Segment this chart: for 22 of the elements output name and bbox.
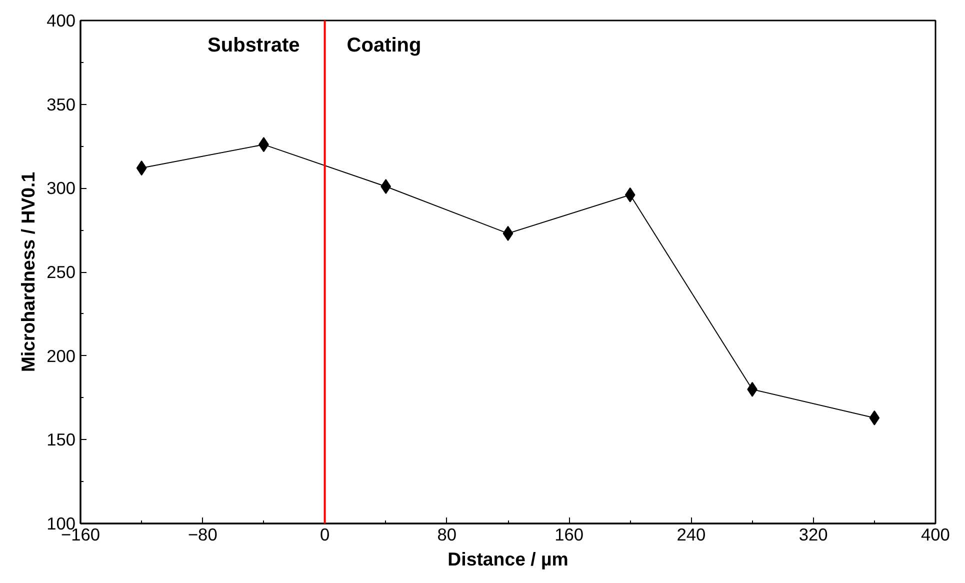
- y-tick-label: 350: [46, 94, 76, 114]
- y-tick-label: 200: [46, 346, 76, 366]
- point: [869, 410, 880, 426]
- point: [136, 160, 147, 176]
- annotation: Coating: [346, 34, 422, 56]
- point: [380, 178, 392, 194]
- x-tick-label: 320: [798, 524, 828, 544]
- point: [624, 187, 636, 202]
- y-tick-label: 400: [46, 10, 76, 30]
- x-tick-label: 240: [676, 524, 706, 544]
- y-tick-label: 300: [46, 178, 76, 198]
- x-tick-label: 400: [921, 524, 950, 544]
- x-tick-label: 0: [320, 524, 330, 544]
- x-axis-title: Distance / µm: [448, 548, 568, 570]
- x-tick-label: 80: [437, 524, 457, 544]
- annotation: Substrate: [208, 34, 300, 56]
- y-tick-label: 150: [46, 430, 76, 450]
- y-tick-label: 250: [46, 262, 76, 282]
- x-tick-label: 160: [554, 524, 584, 544]
- y-axis-title: Microhardness / HV0.1: [18, 172, 39, 372]
- x-tick-label: −80: [188, 524, 218, 544]
- point: [502, 226, 514, 241]
